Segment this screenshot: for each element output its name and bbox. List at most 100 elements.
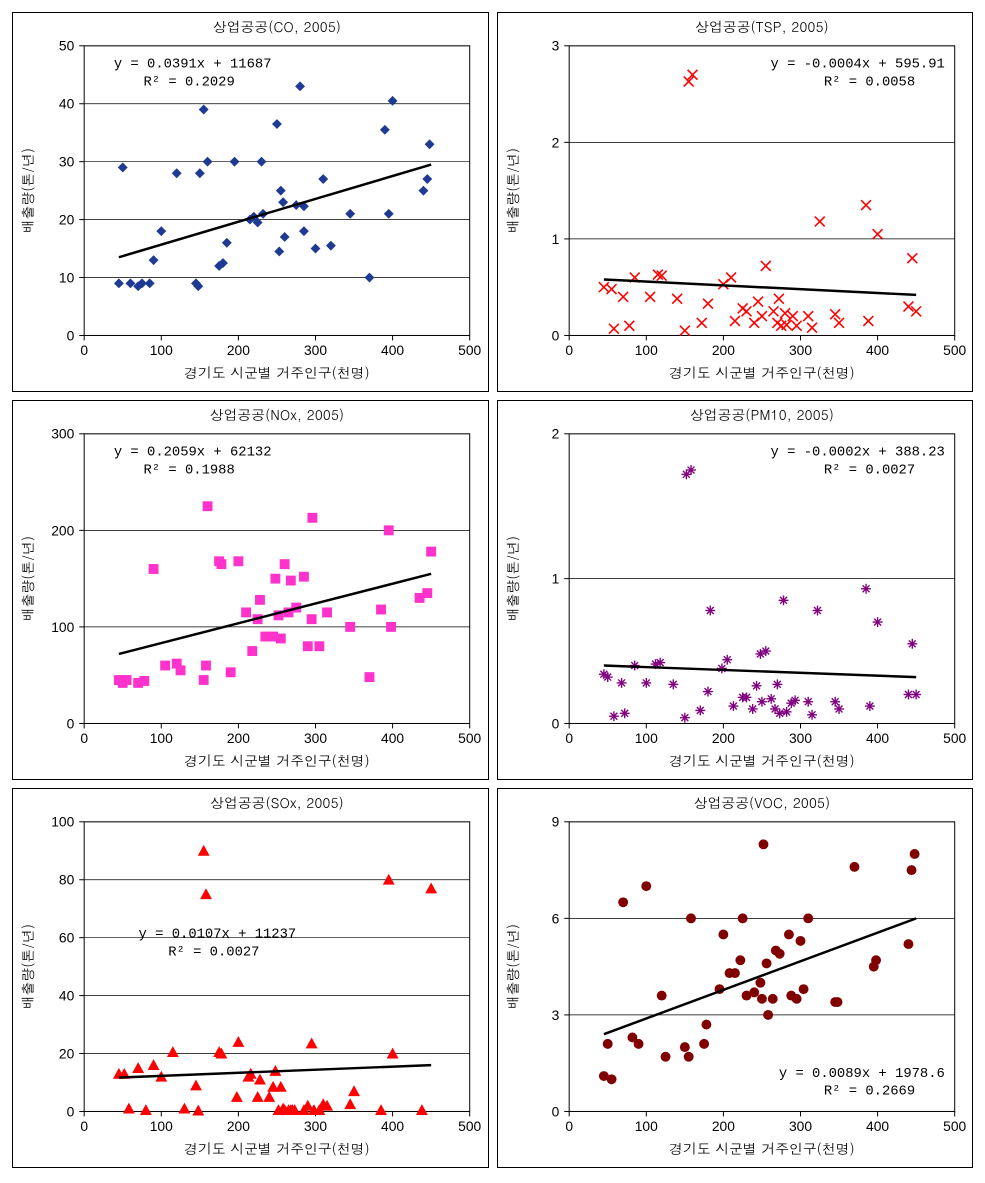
- x-tick-label: 100: [634, 730, 657, 746]
- x-tick-label: 400: [381, 342, 404, 358]
- trend-line: [603, 666, 915, 678]
- x-tick-label: 300: [304, 1118, 327, 1134]
- x-tick-label: 100: [150, 1118, 173, 1134]
- x-axis-label: 경기도 시군별 거주인구(천명): [669, 362, 855, 382]
- x-tick-label: 200: [227, 342, 250, 358]
- equation-label: y = 0.2059x + 62132: [114, 445, 272, 461]
- x-tick-label: 200: [227, 1118, 250, 1134]
- x-axis-label: 경기도 시군별 거주인구(천명): [184, 1138, 370, 1158]
- x-tick-label: 500: [943, 342, 966, 358]
- y-axis-label: 배출량(톤/년): [501, 924, 521, 1009]
- x-tick-label: 500: [943, 730, 966, 746]
- x-axis-label: 경기도 시군별 거주인구(천명): [184, 750, 370, 770]
- x-tick-label: 100: [634, 1118, 657, 1134]
- x-tick-label: 500: [458, 730, 481, 746]
- x-tick-label: 400: [381, 1118, 404, 1134]
- x-tick-label: 300: [304, 342, 327, 358]
- equation-label: y = 0.0107x + 11237: [139, 927, 297, 943]
- chart-pm10: 상업공공(PM10, 2005)0100200300400500012경기도 시…: [497, 400, 974, 780]
- y-tick-label: 20: [59, 1045, 75, 1061]
- y-tick-label: 20: [59, 212, 75, 228]
- chart-voc: 상업공공(VOC, 2005)01002003004005000369경기도 시…: [497, 788, 974, 1168]
- x-tick-label: 200: [711, 730, 734, 746]
- x-tick-label: 0: [565, 1118, 573, 1134]
- x-tick-label: 0: [565, 730, 573, 746]
- x-tick-label: 400: [866, 730, 889, 746]
- x-tick-label: 200: [227, 730, 250, 746]
- data-points: [114, 81, 435, 291]
- chart-co: 상업공공(CO, 2005)01002003004005000102030405…: [12, 12, 489, 392]
- y-tick-label: 0: [551, 327, 559, 343]
- y-tick-label: 100: [51, 619, 74, 635]
- x-tick-label: 0: [80, 730, 88, 746]
- chart-title: 상업공공(VOC, 2005): [693, 792, 829, 812]
- x-tick-label: 0: [80, 1118, 88, 1134]
- y-tick-label: 3: [551, 38, 559, 54]
- y-tick-label: 0: [551, 715, 559, 731]
- x-tick-label: 300: [788, 730, 811, 746]
- x-tick-label: 400: [381, 730, 404, 746]
- chart-nox: 상업공공(NOx, 2005) 0 100 200 300 400 500 0 100 200 30…: [12, 400, 489, 780]
- chart-title: 상업공공(TSP, 2005): [695, 16, 829, 36]
- y-tick-label: 10: [59, 269, 75, 285]
- x-tick-label: 200: [711, 342, 734, 358]
- y-tick-label: 0: [67, 327, 75, 343]
- r2-label: R² = 0.0058: [823, 74, 914, 90]
- data-points: [598, 70, 920, 336]
- x-tick-label: 0: [80, 342, 88, 358]
- y-tick-label: 300: [51, 426, 74, 442]
- data-points: [598, 839, 919, 1084]
- y-axis-label: 배출량(톤/년): [17, 924, 37, 1009]
- x-tick-label: 100: [150, 342, 173, 358]
- x-axis-label: 경기도 시군별 거주인구(천명): [184, 362, 370, 382]
- trend-line: [603, 279, 915, 294]
- y-tick-label: 50: [59, 38, 75, 54]
- x-tick-label: 100: [150, 730, 173, 746]
- trend-line: [603, 918, 915, 1034]
- x-tick-label: 200: [711, 1118, 734, 1134]
- y-tick-label: 3: [551, 1007, 559, 1023]
- data-points: [114, 501, 436, 688]
- chart-sox: 상업공공(SOx, 2005)0100200300400500020406080…: [12, 788, 489, 1168]
- x-tick-label: 500: [458, 1118, 481, 1134]
- x-axis-label: 경기도 시군별 거주인구(천명): [669, 1138, 855, 1158]
- y-tick-label: 100: [51, 814, 74, 830]
- chart-title: 상업공공(NOx, 2005): [210, 404, 344, 424]
- trend-line: [119, 165, 431, 258]
- equation-label: y = -0.0002x + 388.23: [770, 445, 944, 461]
- x-tick-label: 400: [866, 342, 889, 358]
- y-tick-label: 1: [551, 571, 559, 587]
- y-axis-label: 배출량(톤/년): [17, 536, 37, 621]
- chart-grid: 상업공공(CO, 2005)01002003004005000102030405…: [12, 12, 973, 1168]
- x-tick-label: 300: [788, 1118, 811, 1134]
- y-axis-label: 배출량(톤/년): [501, 536, 521, 621]
- y-tick-label: 2: [551, 134, 559, 150]
- r2-label: R² = 0.0027: [823, 462, 914, 478]
- y-tick-label: 30: [59, 154, 75, 170]
- chart-title: 상업공공(CO, 2005): [213, 16, 341, 36]
- y-axis-label: 배출량(톤/년): [501, 148, 521, 233]
- x-axis-label: 경기도 시군별 거주인구(천명): [669, 750, 855, 770]
- y-tick-label: 1: [551, 231, 559, 247]
- equation-label: y = 0.0089x + 1978.6: [778, 1066, 944, 1082]
- data-points: [598, 465, 920, 723]
- x-tick-label: 0: [565, 342, 573, 358]
- y-tick-label: 200: [51, 522, 74, 538]
- x-tick-label: 400: [866, 1118, 889, 1134]
- y-tick-label: 80: [59, 872, 75, 888]
- y-tick-label: 60: [59, 930, 75, 946]
- y-tick-label: 2: [551, 426, 559, 442]
- y-tick-label: 40: [59, 988, 75, 1004]
- y-tick-label: 9: [551, 814, 559, 830]
- r2-label: R² = 0.2669: [823, 1084, 914, 1100]
- chart-tsp: 상업공공(TSP, 2005)01002003004005000123경기도 시…: [497, 12, 974, 392]
- x-tick-label: 500: [943, 1118, 966, 1134]
- y-tick-label: 0: [67, 715, 75, 731]
- y-tick-label: 0: [67, 1103, 75, 1119]
- x-tick-label: 300: [788, 342, 811, 358]
- r2-label: R² = 0.0027: [168, 944, 259, 960]
- y-tick-label: 40: [59, 96, 75, 112]
- y-tick-label: 0: [551, 1103, 559, 1119]
- r2-label: R² = 0.2029: [143, 74, 234, 90]
- x-tick-label: 300: [304, 730, 327, 746]
